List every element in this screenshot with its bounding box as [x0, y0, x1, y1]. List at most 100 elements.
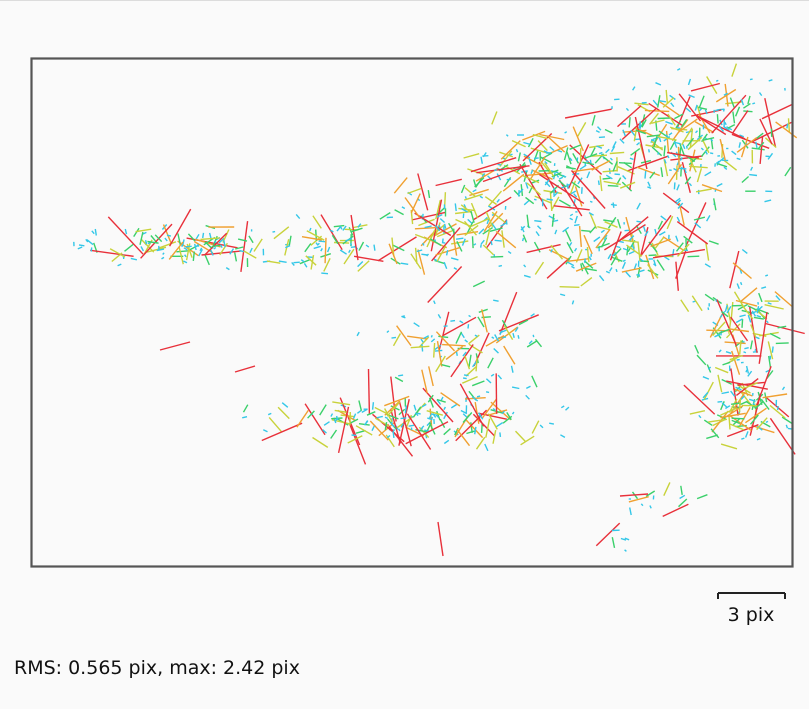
error-vector — [739, 390, 752, 406]
error-vector — [771, 346, 774, 353]
error-vector — [696, 168, 703, 183]
error-vector — [523, 199, 530, 206]
error-vector — [572, 153, 580, 164]
error-vector — [463, 220, 478, 236]
error-vector — [665, 89, 669, 105]
error-vector — [603, 156, 614, 165]
error-vector — [396, 325, 412, 347]
error-vector — [583, 234, 593, 255]
error-vector — [393, 177, 408, 194]
error-vector — [332, 401, 351, 406]
error-vector — [268, 416, 282, 433]
error-vector — [730, 301, 734, 319]
error-vector — [344, 237, 353, 242]
error-vector — [745, 369, 748, 373]
error-vector — [435, 331, 456, 352]
error-vector — [761, 286, 767, 289]
error-vector — [621, 261, 626, 269]
error-vector — [595, 522, 621, 547]
error-vector — [725, 405, 731, 410]
error-vector — [304, 403, 326, 436]
error-vector — [166, 234, 172, 237]
error-vector — [760, 398, 770, 411]
error-vector — [560, 293, 566, 297]
error-vector — [765, 396, 790, 418]
error-vector — [429, 238, 442, 247]
error-vector — [436, 399, 442, 405]
error-vector — [673, 141, 678, 148]
error-vector — [749, 414, 759, 425]
error-vector — [663, 145, 666, 157]
error-vector — [204, 232, 228, 256]
error-vector — [299, 258, 311, 265]
error-vector — [490, 255, 504, 258]
error-vector — [604, 128, 613, 134]
error-vector — [538, 161, 557, 193]
error-vector — [450, 344, 474, 378]
error-vector — [401, 206, 406, 210]
error-vector — [437, 521, 444, 557]
error-vector — [657, 95, 661, 108]
error-vector — [571, 265, 575, 269]
error-vector — [671, 248, 675, 257]
error-vector — [720, 407, 738, 416]
error-vector — [621, 107, 657, 141]
error-vector — [546, 257, 570, 279]
error-vector — [532, 133, 548, 140]
error-vector — [612, 141, 617, 149]
error-vector — [480, 156, 483, 164]
error-vector — [743, 103, 751, 109]
error-vector — [769, 417, 796, 455]
error-vector — [741, 248, 748, 254]
error-vector — [605, 148, 610, 154]
error-vector — [398, 399, 410, 446]
error-vector — [222, 229, 230, 243]
error-vector — [709, 152, 714, 155]
error-vector — [625, 107, 630, 112]
error-vector — [424, 225, 432, 229]
error-vector — [767, 302, 772, 305]
error-vector — [522, 130, 546, 141]
error-vector — [428, 422, 436, 435]
error-vector — [445, 345, 464, 360]
error-vector — [530, 313, 535, 317]
error-vector — [464, 339, 469, 343]
error-vector — [598, 275, 605, 282]
error-vector — [213, 246, 217, 250]
error-vector — [711, 94, 747, 134]
error-vector — [764, 304, 784, 310]
error-vector — [312, 215, 322, 229]
error-vector — [434, 344, 442, 351]
error-vector — [575, 262, 597, 272]
error-vector — [485, 211, 494, 228]
error-vector — [301, 236, 323, 241]
error-vector — [731, 150, 737, 156]
error-vector — [537, 140, 548, 152]
error-vector — [695, 188, 712, 193]
error-vector — [718, 349, 722, 353]
error-vector — [521, 237, 525, 242]
error-vector — [676, 243, 690, 257]
error-vector — [433, 342, 436, 358]
error-vector — [295, 213, 301, 220]
error-vector — [674, 141, 681, 145]
error-vector — [603, 219, 615, 223]
error-vector — [732, 110, 749, 134]
error-vector — [569, 144, 582, 150]
error-vector — [628, 496, 649, 503]
error-vector — [619, 181, 636, 189]
error-vector — [490, 401, 512, 421]
error-vector — [645, 490, 656, 497]
error-vector — [547, 136, 566, 153]
error-vector — [735, 299, 758, 307]
error-vector — [534, 338, 543, 348]
error-vector — [435, 199, 441, 220]
error-vector — [452, 235, 458, 256]
error-vector — [670, 155, 703, 161]
error-vector — [602, 169, 618, 173]
error-vector — [530, 169, 534, 174]
error-vector — [426, 229, 436, 248]
error-vector — [638, 121, 642, 129]
error-vector — [607, 253, 612, 260]
error-vector — [484, 443, 489, 452]
